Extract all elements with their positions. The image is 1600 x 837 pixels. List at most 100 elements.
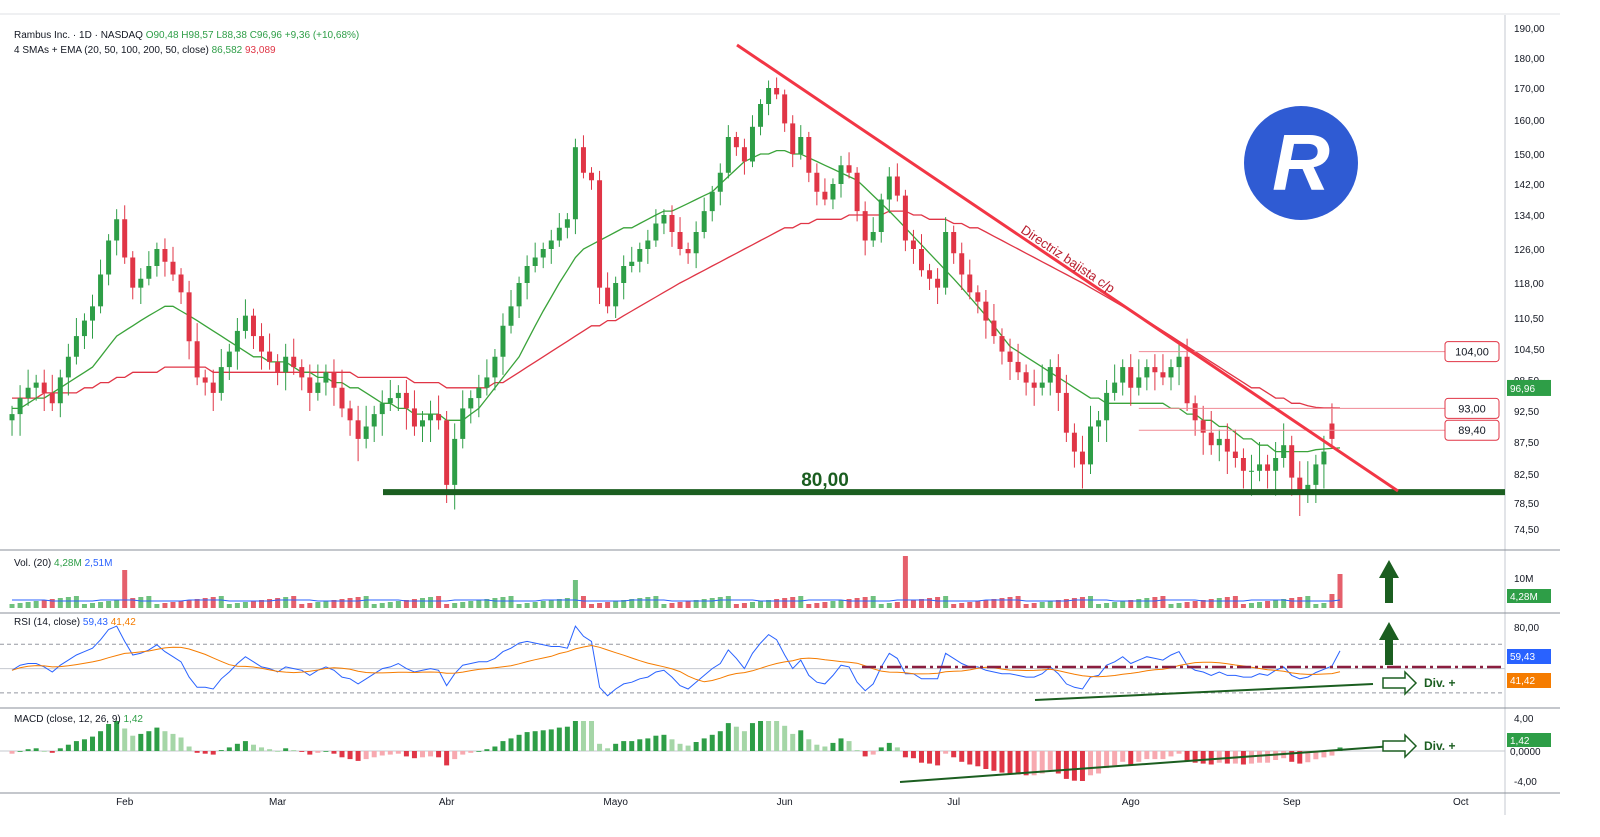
candle-body: [98, 274, 104, 307]
candle-body: [1184, 356, 1190, 404]
candle-body: [870, 232, 876, 241]
macd-histogram-bar: [90, 736, 96, 751]
volume-bar: [532, 602, 538, 608]
price-tick-label: 118,00: [1514, 279, 1544, 290]
macd-histogram-bar: [267, 749, 273, 751]
volume-bar: [983, 600, 989, 608]
volume-bar: [90, 603, 96, 608]
candle-body: [878, 199, 884, 232]
volume-bar: [927, 598, 933, 608]
volume-bar: [210, 597, 216, 608]
volume-bar: [1128, 600, 1134, 608]
macd-histogram-bar: [98, 731, 104, 751]
candle-body: [548, 240, 554, 249]
rsi-ma-last-tag: [1507, 673, 1551, 688]
volume-bar: [870, 596, 876, 608]
x-tick-label: Feb: [116, 797, 134, 808]
candle-body: [991, 320, 997, 337]
candle-body: [951, 232, 957, 254]
volume-bar: [1289, 598, 1295, 608]
macd-histogram-bar: [572, 721, 578, 751]
macd-histogram-bar: [1297, 751, 1303, 764]
volume-bar: [621, 600, 627, 608]
macd-histogram-bar: [218, 750, 224, 751]
macd-histogram-bar: [25, 749, 31, 751]
candle-body: [411, 408, 417, 427]
candle-body: [1224, 438, 1230, 452]
candle-body: [492, 356, 498, 378]
candle-body: [17, 398, 23, 415]
macd-histogram-bar: [935, 751, 941, 766]
ohlc-high: H98,57: [181, 30, 214, 41]
volume-bar: [814, 603, 820, 608]
legend-macd: MACD (close, 12, 26, 9) 1,42: [14, 714, 143, 725]
candle-body: [806, 137, 812, 173]
candle-body: [444, 420, 450, 485]
candle-body: [597, 180, 603, 288]
volume-bar: [73, 596, 79, 608]
volume-bar: [790, 597, 796, 608]
macd-histogram-bar: [476, 751, 482, 752]
volume-bar: [315, 602, 321, 608]
macd-histogram-bar: [371, 751, 377, 758]
candle-body: [935, 278, 941, 288]
candle-body: [685, 249, 691, 254]
macd-histogram-bar: [299, 751, 305, 752]
candle-body: [323, 372, 329, 383]
legend-ma: 4 SMAs + EMA (20, 50, 100, 200, 50, clos…: [14, 45, 276, 56]
macd-histogram-bar: [556, 727, 562, 751]
macd-histogram-bar: [395, 751, 401, 754]
candle-body: [315, 382, 321, 393]
macd-histogram-bar: [1200, 751, 1206, 764]
macd-histogram-bar: [902, 751, 908, 758]
volume-bar: [661, 604, 667, 608]
candle-body: [146, 266, 152, 279]
price-level-label: 93,00: [1458, 403, 1486, 415]
candle-body: [1240, 458, 1246, 471]
macd-histogram-bar: [1321, 751, 1327, 758]
candle-body: [9, 414, 15, 421]
candle-body: [749, 126, 755, 162]
volume-bar: [758, 601, 764, 608]
volume-bar: [1120, 601, 1126, 608]
volume-bar: [49, 599, 55, 608]
candle-body: [210, 382, 216, 393]
macd-histogram-bar: [669, 739, 675, 751]
volume-bar: [1337, 574, 1343, 608]
macd-histogram-bar: [178, 737, 184, 751]
candle-body: [73, 336, 79, 357]
candle-body: [1128, 367, 1134, 388]
volume-bar: [307, 603, 313, 608]
macd-value-1: 1,42: [123, 714, 143, 725]
volume-bar: [1248, 603, 1254, 608]
candle-body: [645, 240, 651, 249]
macd-histogram-bar: [564, 726, 570, 751]
volume-bar: [194, 599, 200, 608]
macd-histogram-bar: [146, 731, 152, 751]
candle-body: [629, 261, 635, 266]
volume-bar: [1152, 597, 1158, 608]
candle-body: [580, 147, 586, 173]
volume-bar: [733, 604, 739, 608]
candle-body: [331, 372, 337, 388]
macd-histogram-bar: [1096, 751, 1102, 774]
volume-bar: [1200, 600, 1206, 608]
volume-bar: [323, 601, 329, 608]
volume-bar: [830, 601, 836, 608]
rsi-divergence-line: [1034, 683, 1374, 701]
volume-bar: [749, 602, 755, 608]
volume-bar: [1047, 601, 1053, 608]
candle-body: [1063, 392, 1069, 433]
volume-bar: [838, 600, 844, 608]
rsi-line: [11, 625, 1341, 697]
macd-histogram-bar: [411, 751, 417, 759]
macd-histogram-bar: [1055, 751, 1061, 774]
candle-body: [733, 137, 739, 148]
candle-body: [1200, 420, 1206, 433]
macd-histogram-bar: [1216, 751, 1222, 763]
x-tick-label: Ago: [1122, 797, 1140, 808]
price-tick-label: 92,50: [1514, 407, 1539, 418]
macd-histogram-bar: [580, 721, 586, 751]
macd-histogram-bar: [862, 751, 868, 757]
